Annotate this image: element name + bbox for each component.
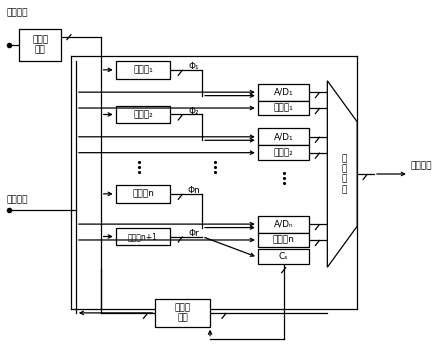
Text: 延迟线₂: 延迟线₂: [133, 110, 153, 119]
Text: 探测器n: 探测器n: [273, 236, 295, 245]
Text: Φr: Φr: [189, 229, 199, 238]
Text: A/D₁: A/D₁: [274, 132, 293, 141]
Text: 外部时钟: 外部时钟: [6, 9, 28, 18]
Text: 探测器₂: 探测器₂: [274, 148, 293, 157]
Text: Φ₁: Φ₁: [189, 62, 199, 71]
Text: 时钟分
频器: 时钟分 频器: [32, 35, 48, 55]
Text: 模拟输入: 模拟输入: [6, 195, 28, 204]
Bar: [116, 185, 170, 203]
Bar: [258, 232, 310, 247]
Bar: [116, 106, 170, 124]
Text: 延迟线n: 延迟线n: [132, 189, 154, 198]
Text: 校准控
制器: 校准控 制器: [175, 303, 191, 323]
Text: 数字输出: 数字输出: [411, 162, 432, 170]
Bar: [116, 61, 170, 79]
Bar: [258, 128, 310, 145]
Bar: [258, 100, 310, 116]
Text: A/Dₙ: A/Dₙ: [274, 219, 293, 229]
Text: Φn: Φn: [188, 186, 201, 195]
Bar: [258, 145, 310, 160]
Bar: [258, 250, 310, 264]
Polygon shape: [327, 81, 357, 267]
Bar: [258, 84, 310, 100]
Text: 多
路
开
关: 多 路 开 关: [342, 154, 347, 194]
Text: 延迟线₁: 延迟线₁: [133, 65, 153, 74]
Text: 延迟线n+1: 延迟线n+1: [128, 232, 158, 241]
Bar: [155, 299, 210, 327]
Bar: [258, 216, 310, 232]
Text: A/D₁: A/D₁: [274, 88, 293, 97]
Text: 探测器₁: 探测器₁: [274, 104, 293, 113]
Bar: [19, 29, 61, 61]
Text: Cₛ: Cₛ: [279, 252, 288, 261]
Bar: [116, 228, 170, 245]
Text: Φ₂: Φ₂: [189, 107, 199, 116]
